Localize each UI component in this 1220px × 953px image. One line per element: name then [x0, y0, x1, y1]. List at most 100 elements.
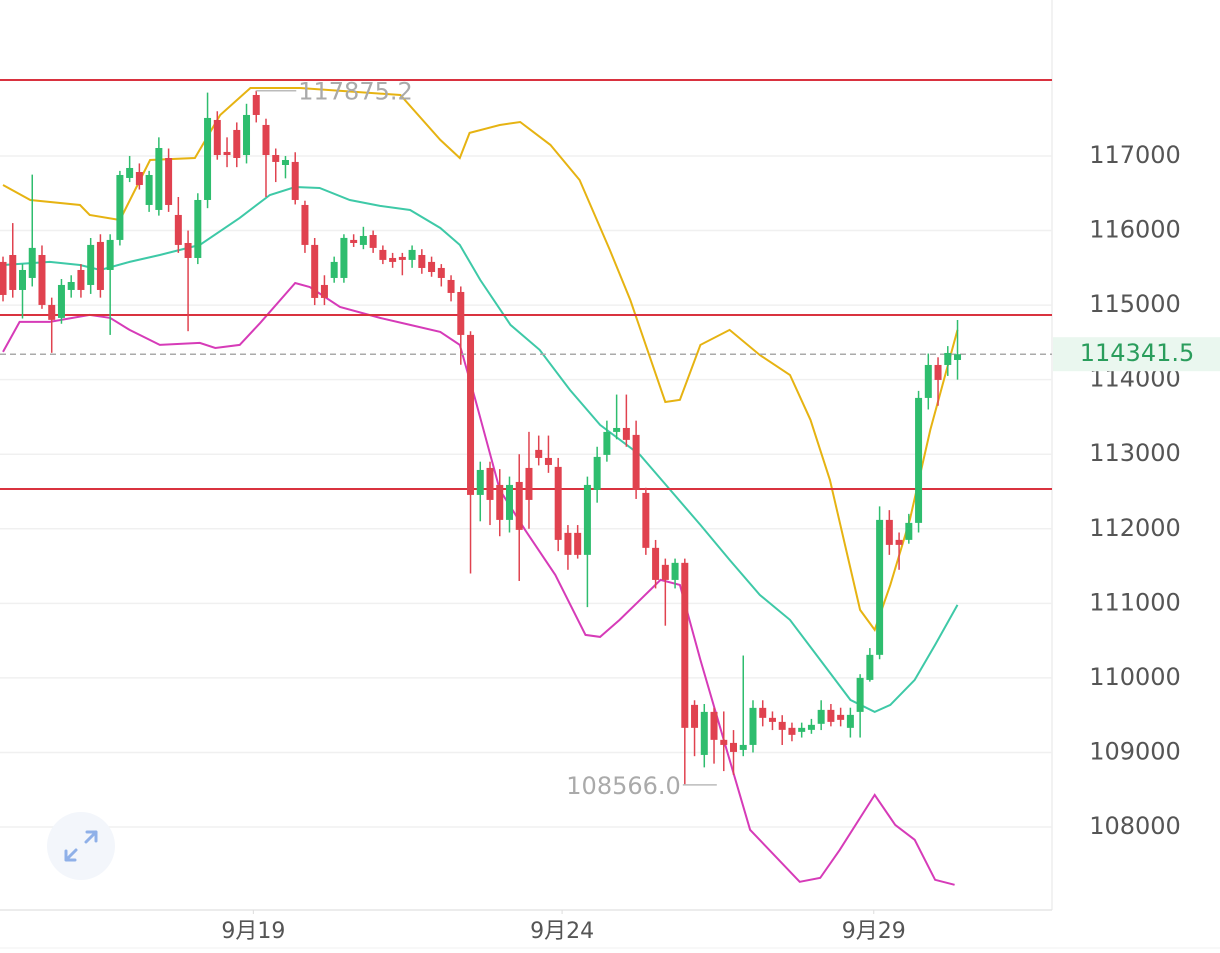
candle-body — [934, 364, 942, 380]
y-tick-label: 110000 — [1089, 663, 1181, 691]
expand-icon — [64, 830, 98, 862]
y-tick-label: 109000 — [1089, 737, 1181, 765]
candle-body — [535, 449, 543, 458]
candle-body — [759, 707, 767, 718]
candle-body — [252, 94, 260, 115]
candle-body — [739, 744, 747, 750]
candle-body — [155, 148, 163, 210]
candle-body — [730, 742, 738, 752]
candle-body — [126, 167, 134, 178]
last-price-box — [1053, 337, 1220, 372]
candle-body — [885, 519, 893, 545]
candle-body — [632, 434, 640, 490]
candle-body — [437, 267, 445, 278]
candle-body — [194, 199, 202, 258]
candle-body — [408, 249, 416, 260]
candle-body — [603, 431, 611, 455]
candle-body — [204, 117, 212, 200]
candle-body — [681, 562, 689, 728]
candle-body — [700, 711, 708, 755]
candle-body — [486, 467, 494, 500]
y-tick-label: 111000 — [1089, 588, 1181, 616]
candle-body — [515, 481, 523, 530]
candle-body — [330, 261, 338, 278]
expand-button[interactable] — [47, 812, 115, 880]
candle-body — [895, 539, 903, 545]
candle-body — [233, 129, 241, 158]
y-tick-label: 113000 — [1089, 439, 1181, 467]
candle-body — [661, 564, 669, 580]
y-tick-label: 108000 — [1089, 812, 1181, 840]
candle-body — [18, 269, 26, 290]
candle-body — [9, 254, 17, 290]
candle-body — [28, 247, 36, 278]
candle-body — [223, 151, 231, 156]
candle-body — [778, 721, 786, 730]
candle-body — [720, 739, 728, 745]
candle-body — [691, 704, 699, 728]
expand-bg — [47, 812, 115, 880]
candle-body — [642, 492, 650, 548]
candle-body — [574, 532, 582, 555]
x-tick-label: 9月19 — [221, 919, 285, 944]
candle-body — [77, 269, 85, 290]
candle-body — [876, 519, 884, 655]
candle-body — [710, 711, 718, 740]
candle-body — [311, 244, 319, 298]
candle-body — [915, 397, 923, 523]
candle-body — [954, 354, 962, 360]
candle-body — [788, 727, 796, 735]
candle-body — [96, 241, 104, 290]
candle-body — [291, 161, 299, 200]
candle-body — [583, 484, 591, 555]
candle-body — [165, 157, 173, 205]
candle-body — [866, 654, 874, 680]
candle-body — [174, 214, 182, 245]
candle-body — [418, 254, 426, 268]
candle-body — [350, 239, 358, 243]
candle-body — [476, 469, 484, 495]
candle-body — [87, 244, 95, 285]
candle-body — [369, 235, 377, 248]
candle-body — [496, 484, 504, 520]
candle-body — [593, 456, 601, 490]
candle-body — [671, 562, 679, 580]
candle-body — [564, 532, 572, 555]
candle-body — [613, 427, 621, 432]
candle-body — [379, 249, 387, 260]
candle-body — [544, 457, 552, 465]
candle-body — [213, 119, 221, 156]
candle-body — [837, 714, 845, 720]
candle-body — [340, 237, 348, 278]
candle-body — [262, 124, 270, 156]
candle-body — [944, 352, 952, 365]
y-tick-label: 116000 — [1089, 216, 1181, 244]
candle-body — [116, 174, 124, 240]
candle-body — [301, 204, 309, 245]
candle-body — [428, 261, 436, 272]
candle-body — [359, 235, 367, 245]
y-tick-label: 117000 — [1089, 141, 1181, 169]
candle-body — [525, 467, 533, 500]
candle-body — [0, 261, 7, 295]
x-tick-label: 9月24 — [530, 919, 594, 944]
last-price-label: 114341.5 — [1080, 339, 1195, 367]
candle-body — [827, 709, 835, 722]
band-line — [2, 185, 959, 714]
band-line — [2, 87, 959, 633]
candle-body — [272, 155, 280, 162]
candle-body — [505, 484, 513, 520]
candle-body — [798, 727, 806, 732]
candle-body — [106, 239, 114, 270]
candle-body — [67, 281, 75, 290]
candle-body — [652, 547, 660, 580]
candle-body — [398, 256, 406, 260]
candle-body — [467, 334, 475, 495]
candle-body — [846, 714, 854, 728]
candle-body — [243, 114, 251, 156]
annotation-label: 117875.2 — [298, 78, 413, 106]
candle-body — [924, 364, 932, 398]
candle-body — [768, 717, 776, 722]
